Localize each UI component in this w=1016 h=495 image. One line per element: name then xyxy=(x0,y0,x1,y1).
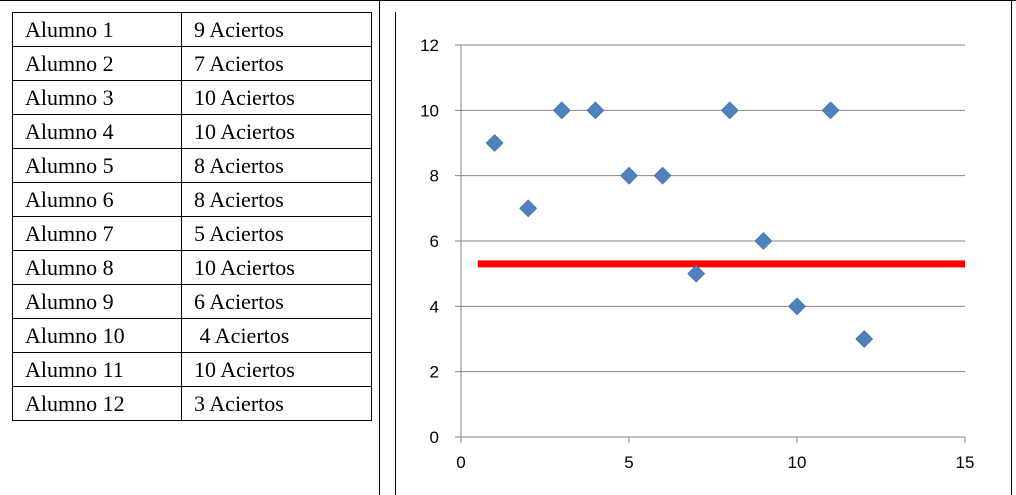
score-cell: 6 Aciertos xyxy=(181,284,372,319)
y-tick-label: 4 xyxy=(430,297,439,316)
data-point xyxy=(754,232,773,250)
chart-right-border xyxy=(1011,0,1012,495)
table-row: Alumno 8 10 Aciertos xyxy=(12,250,372,285)
tick-labels: 0 2 4 6 8 10 12 0 5 10 15 xyxy=(420,36,974,472)
x-tick-label: 10 xyxy=(788,453,807,472)
data-point xyxy=(687,264,706,283)
score-cell: 10 Aciertos xyxy=(181,114,372,149)
y-tick-label: 8 xyxy=(430,167,439,186)
score-cell: 5 Aciertos xyxy=(181,216,372,251)
frame-top-border xyxy=(0,0,1016,1)
student-name-cell: Alumno 3 xyxy=(12,80,182,115)
y-tick-label: 2 xyxy=(430,363,439,382)
data-points xyxy=(485,101,874,348)
table-row: Alumno 11 10 Aciertos xyxy=(12,352,372,387)
data-point xyxy=(552,101,571,120)
axes xyxy=(455,44,966,443)
y-tick-label: 6 xyxy=(430,232,439,251)
table-row: Alumno 3 10 Aciertos xyxy=(12,80,372,115)
x-tick-label: 5 xyxy=(624,453,633,472)
data-point xyxy=(720,101,739,120)
score-cell: 8 Aciertos xyxy=(181,182,372,217)
data-point xyxy=(620,166,638,185)
chart-left-border xyxy=(395,12,396,495)
score-cell: 3 Aciertos xyxy=(181,386,372,421)
x-tick-label: 15 xyxy=(956,453,975,472)
y-tick-label: 12 xyxy=(420,36,439,55)
student-name-cell: Alumno 8 xyxy=(12,250,182,285)
student-name-cell: Alumno 6 xyxy=(12,182,182,217)
y-tick-label: 10 xyxy=(420,101,439,120)
y-tick-label: 0 xyxy=(430,428,439,447)
data-point xyxy=(586,101,605,120)
table-row: Alumno 4 10 Aciertos xyxy=(12,114,372,149)
table-row: Alumno 12 3 Aciertos xyxy=(12,386,372,421)
score-cell: 10 Aciertos xyxy=(181,352,372,387)
student-name-cell: Alumno 11 xyxy=(12,352,182,387)
data-point xyxy=(485,134,504,152)
student-name-cell: Alumno 12 xyxy=(12,386,182,421)
x-tick-label: 0 xyxy=(456,453,465,472)
data-point xyxy=(788,297,806,316)
score-cell: 10 Aciertos xyxy=(181,80,372,115)
score-cell: 10 Aciertos xyxy=(181,250,372,285)
student-name-cell: Alumno 4 xyxy=(12,114,182,149)
data-point xyxy=(653,166,672,185)
student-name-cell: Alumno 9 xyxy=(12,284,182,319)
data-point xyxy=(519,199,538,218)
student-name-cell: Alumno 2 xyxy=(12,46,182,81)
column-divider xyxy=(379,0,380,495)
data-point xyxy=(855,330,874,348)
gridlines xyxy=(461,44,965,373)
data-point xyxy=(821,101,840,120)
score-cell: 9 Aciertos xyxy=(181,12,372,47)
